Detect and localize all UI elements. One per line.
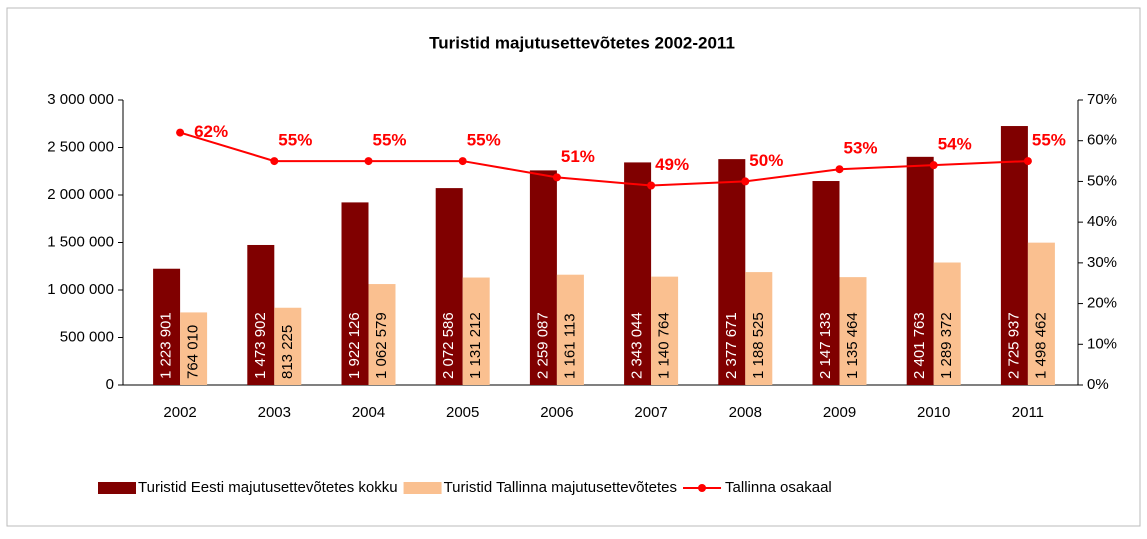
bar: [556, 274, 584, 385]
bar: [153, 268, 181, 385]
line-value-label: 54%: [938, 135, 972, 154]
x-tick-label: 2002: [163, 404, 196, 421]
x-tick-label: 2003: [258, 404, 291, 421]
bar: [180, 312, 208, 385]
bar: [933, 262, 961, 385]
bar: [529, 170, 557, 385]
bar-value-label: 2 725 937: [1005, 312, 1022, 379]
bar: [651, 276, 679, 385]
bar: [368, 284, 396, 385]
line-value-label: 51%: [561, 147, 595, 166]
y2-tick-label: 10%: [1087, 335, 1117, 352]
line-marker: [270, 157, 279, 166]
bar: [1000, 126, 1028, 386]
line-marker: [458, 157, 467, 166]
y-tick-label: 500 000: [60, 328, 114, 345]
bar: [341, 202, 369, 385]
line-value-label: 55%: [373, 131, 407, 150]
bar: [906, 156, 934, 385]
y2-tick-label: 40%: [1087, 213, 1117, 230]
y2-tick-label: 60%: [1087, 132, 1117, 149]
bar: [247, 244, 275, 385]
line-value-label: 50%: [749, 151, 783, 170]
x-tick-label: 2004: [352, 404, 385, 421]
line-marker: [552, 173, 561, 182]
y-tick-label: 1 500 000: [47, 233, 114, 250]
line-marker: [741, 177, 750, 186]
line-marker: [929, 161, 938, 170]
legend-marker: [698, 484, 707, 492]
bar-value-label: 1 131 212: [467, 312, 484, 379]
line-marker: [364, 157, 373, 166]
legend-swatch: [98, 482, 136, 494]
bar: [624, 162, 652, 385]
bar-value-label: 1 062 579: [373, 312, 390, 379]
x-tick-label: 2011: [1012, 404, 1044, 421]
line-marker: [835, 165, 844, 174]
bar-value-label: 2 072 586: [440, 312, 457, 379]
line-value-label: 55%: [467, 131, 501, 150]
bar: [812, 181, 840, 385]
y2-tick-label: 50%: [1087, 172, 1117, 189]
bar-value-label: 1 473 902: [252, 312, 269, 379]
bar-value-label: 2 343 044: [629, 312, 646, 379]
x-tick-label: 2010: [917, 404, 950, 421]
bar-value-label: 1 498 462: [1032, 312, 1049, 379]
bar: [435, 188, 463, 385]
bar-value-label: 1 140 764: [656, 312, 673, 379]
legend-label: Tallinna osakaal: [725, 479, 832, 496]
bar: [462, 277, 490, 385]
bar-value-label: 1 223 901: [158, 312, 175, 379]
x-tick-label: 2005: [446, 404, 479, 421]
y2-tick-label: 20%: [1087, 295, 1117, 312]
bar-value-label: 2 147 133: [817, 312, 834, 379]
y2-tick-label: 70%: [1087, 91, 1117, 108]
bar-value-label: 1 161 113: [561, 313, 578, 379]
bar-value-label: 764 010: [185, 325, 202, 379]
y-tick-label: 1 000 000: [47, 281, 114, 298]
bar-value-label: 2 377 671: [723, 312, 740, 379]
bar: [745, 272, 773, 385]
x-tick-label: 2006: [540, 404, 573, 421]
bar: [718, 159, 746, 385]
y2-tick-label: 30%: [1087, 254, 1117, 271]
bar-value-label: 1 135 464: [844, 312, 861, 379]
bar: [839, 277, 867, 385]
bar-value-label: 1 188 525: [750, 312, 767, 379]
x-tick-label: 2007: [634, 404, 667, 421]
line-value-label: 53%: [844, 139, 878, 158]
y-tick-label: 2 500 000: [47, 138, 114, 155]
chart-title: Turistid majutusettevõtetes 2002-2011: [429, 33, 735, 52]
chart-border: [6, 7, 1141, 527]
bar-value-label: 1 922 126: [346, 312, 363, 379]
legend-label: Turistid Tallinna majutusettevõtetes: [444, 479, 677, 496]
bar: [274, 307, 302, 385]
bar-value-label: 2 259 087: [534, 312, 551, 379]
bar-value-label: 1 289 372: [938, 312, 955, 379]
y-tick-label: 0: [106, 376, 114, 393]
line-value-label: 49%: [655, 155, 689, 174]
x-tick-label: 2008: [729, 404, 762, 421]
line-value-label: 62%: [194, 122, 228, 141]
y-tick-label: 2 000 000: [47, 186, 114, 203]
line-marker: [1023, 157, 1032, 166]
line-value-label: 55%: [278, 131, 312, 150]
y2-tick-label: 0%: [1087, 376, 1109, 393]
legend-label: Turistid Eesti majutusettevõtetes kokku: [138, 479, 398, 496]
legend-swatch: [403, 482, 442, 494]
line-marker: [176, 128, 185, 137]
bar-value-label: 813 225: [279, 325, 296, 379]
line-marker: [647, 181, 656, 190]
bar-value-label: 2 401 763: [911, 312, 928, 379]
y-tick-label: 3 000 000: [47, 91, 114, 108]
line: [179, 131, 1028, 187]
bar: [1027, 242, 1055, 385]
x-tick-label: 2009: [823, 404, 856, 421]
line-value-label: 55%: [1032, 131, 1066, 150]
